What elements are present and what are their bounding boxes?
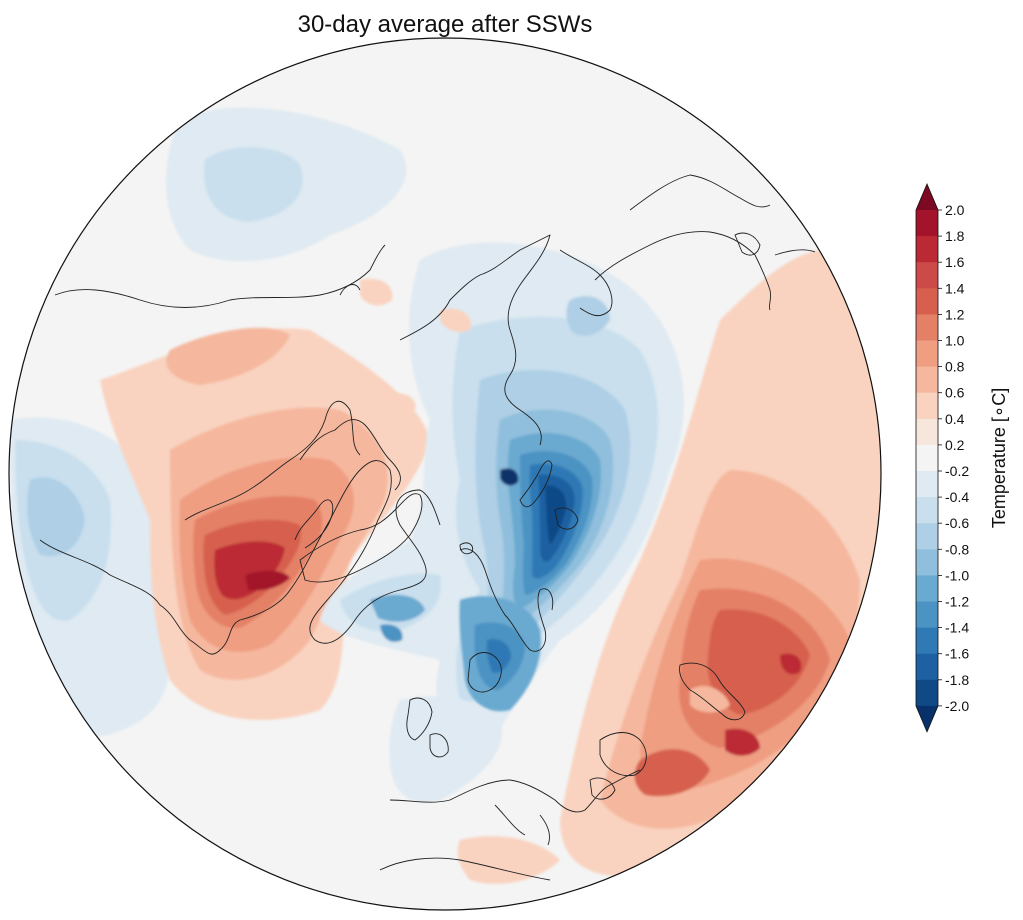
colorbar-tick-label: 0.2 bbox=[945, 437, 965, 453]
colorbar-segment bbox=[916, 444, 938, 472]
colorbar-segment bbox=[916, 653, 938, 681]
colorbar-tick-label: 0.4 bbox=[945, 411, 965, 427]
colorbar-segment bbox=[916, 236, 938, 263]
colorbar-extend-max bbox=[916, 184, 938, 210]
colorbar-tick-label: -1.2 bbox=[945, 594, 969, 610]
colorbar-tick-label: 0.6 bbox=[945, 385, 965, 401]
colorbar-segment bbox=[916, 288, 938, 315]
europe-cool-anomaly bbox=[389, 696, 502, 803]
colorbar-segment bbox=[916, 601, 938, 629]
colorbar-tick-label: -1.0 bbox=[945, 567, 969, 583]
colorbar-segment bbox=[916, 575, 938, 602]
colorbar-tick-label: 1.6 bbox=[945, 254, 965, 270]
colorbar-tick-label: 0.8 bbox=[945, 359, 965, 375]
colorbar-segment bbox=[916, 340, 938, 368]
colorbar-tick-label: -2.0 bbox=[945, 698, 969, 714]
north-pacific-cold-anomaly bbox=[166, 107, 407, 262]
scandinavia-cold-anomaly bbox=[459, 596, 541, 712]
colorbar-segment bbox=[916, 549, 938, 576]
colorbar-tick-label: 2.0 bbox=[945, 202, 965, 218]
colorbar-tick-label: -0.2 bbox=[945, 463, 969, 479]
colorbar-tick-label: -0.4 bbox=[945, 489, 969, 505]
colorbar-tick-label: 1.0 bbox=[945, 333, 965, 349]
minor-warm-spots bbox=[360, 278, 560, 884]
colorbar-tick-label: -1.8 bbox=[945, 672, 969, 688]
colorbar-segment bbox=[916, 627, 938, 655]
colorbar-segment bbox=[916, 497, 938, 524]
colorbar-tick-label: 1.2 bbox=[945, 306, 965, 322]
colorbar-segment bbox=[916, 262, 938, 289]
coastlines bbox=[39, 174, 816, 881]
map-boundary bbox=[8, 37, 882, 911]
colorbar-tick-label: 1.4 bbox=[945, 280, 965, 296]
chart-title: 30-day average after SSWs bbox=[298, 11, 593, 38]
colorbar-tick-label: -1.6 bbox=[945, 646, 969, 662]
colorbar-segment bbox=[916, 471, 938, 498]
colorbar: 2.0 1.8 1.6 1.4 1.2 1.0 0.8 0.6 0.4 0.2 -0.2 -0.4 -0… bbox=[915, 182, 1009, 733]
colorbar-segment bbox=[916, 523, 938, 550]
colorbar-tick-label: -0.6 bbox=[945, 515, 969, 531]
colorbar-tick-label: -0.8 bbox=[945, 541, 969, 557]
colorbar-segment bbox=[916, 366, 938, 394]
colorbar-extend-min bbox=[916, 705, 938, 732]
colorbar-segment bbox=[916, 314, 938, 341]
colorbar-segment bbox=[916, 210, 938, 237]
colorbar-segment bbox=[916, 679, 938, 707]
colorbar-tick-label: 1.8 bbox=[945, 228, 965, 244]
colorbar-segment bbox=[916, 392, 938, 420]
colorbar-label: Temperature [∘C] bbox=[989, 388, 1009, 528]
colorbar-segment bbox=[916, 418, 938, 446]
colorbar-tick-label: -1.4 bbox=[945, 620, 969, 636]
north-america-warm-anomaly bbox=[100, 327, 430, 720]
